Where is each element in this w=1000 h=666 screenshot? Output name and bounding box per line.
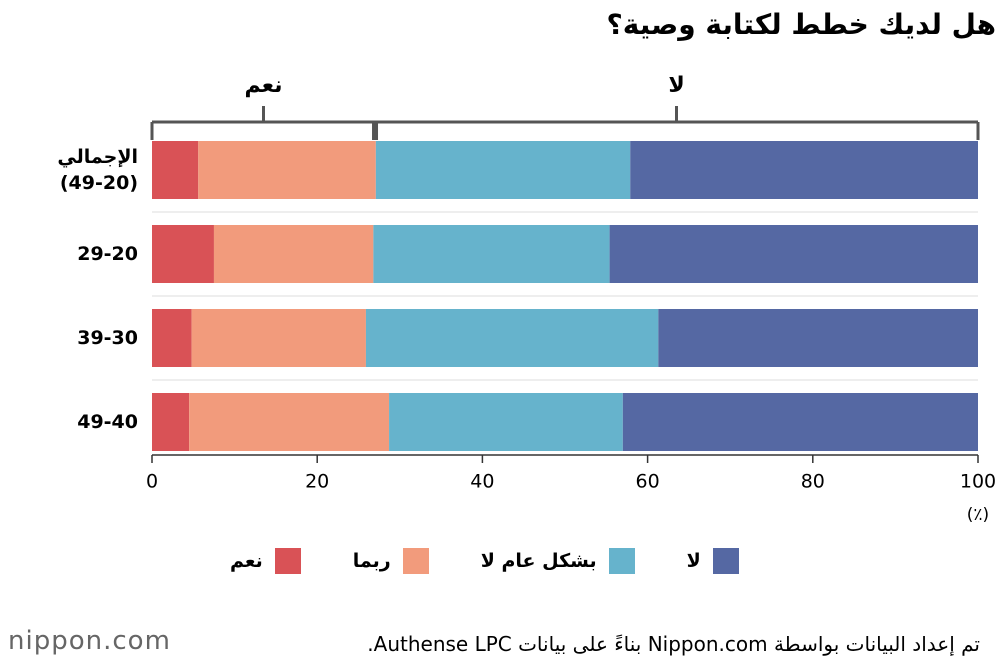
- bar-segment: [630, 141, 978, 199]
- bar-segment: [152, 141, 199, 199]
- bar-segment: [213, 225, 374, 283]
- legend-item: ربما: [353, 548, 429, 574]
- y-tick-label: 49-40: [77, 411, 138, 433]
- x-unit: (٪): [967, 505, 989, 525]
- bar-segment: [658, 309, 978, 367]
- bar-segment: [373, 225, 610, 283]
- chart-title: هل لديك خطط لكتابة وصية؟: [606, 8, 996, 41]
- source-note: تم إعداد البيانات بواسطة Nippon.com بناء…: [367, 632, 980, 656]
- bar-segment: [622, 393, 978, 451]
- x-tick-label: 80: [801, 471, 825, 493]
- bracket-label: لا: [668, 73, 684, 98]
- y-tick-label: 39-30: [77, 327, 138, 349]
- bar-segment: [189, 393, 390, 451]
- bar-segment: [191, 309, 366, 367]
- legend-label: لا: [686, 550, 701, 572]
- legend-item: بشكل عام لا: [481, 548, 635, 574]
- legend: نعم ربما بشكل عام لا لا: [230, 548, 739, 574]
- bar-segment: [152, 393, 190, 451]
- bar-segment: [609, 225, 978, 283]
- x-tick-label: 40: [470, 471, 494, 493]
- bracket-label: نعم: [245, 73, 283, 98]
- legend-label: بشكل عام لا: [480, 550, 597, 572]
- legend-swatch: [608, 548, 635, 574]
- bar-segment: [365, 309, 659, 367]
- y-tick-label: الإجمالي (49-20): [57, 146, 138, 194]
- legend-swatch: [402, 548, 429, 574]
- y-tick-label: 29-20: [77, 243, 138, 265]
- bar-segment: [389, 393, 623, 451]
- legend-swatch: [274, 548, 301, 574]
- x-tick-label: 0: [146, 471, 158, 493]
- bar-segment: [152, 309, 192, 367]
- logo: nippon.com: [8, 626, 171, 656]
- bar-segment: [198, 141, 376, 199]
- bar-segment: [375, 141, 631, 199]
- legend-label: ربما: [352, 550, 391, 572]
- legend-item: نعم: [230, 548, 301, 574]
- bar-segment: [152, 225, 214, 283]
- legend-label: نعم: [230, 550, 263, 572]
- legend-swatch: [712, 548, 739, 574]
- legend-item: لا: [687, 548, 739, 574]
- x-tick-label: 20: [305, 471, 329, 493]
- x-tick-label: 60: [636, 471, 660, 493]
- x-tick-label: 100: [960, 471, 996, 493]
